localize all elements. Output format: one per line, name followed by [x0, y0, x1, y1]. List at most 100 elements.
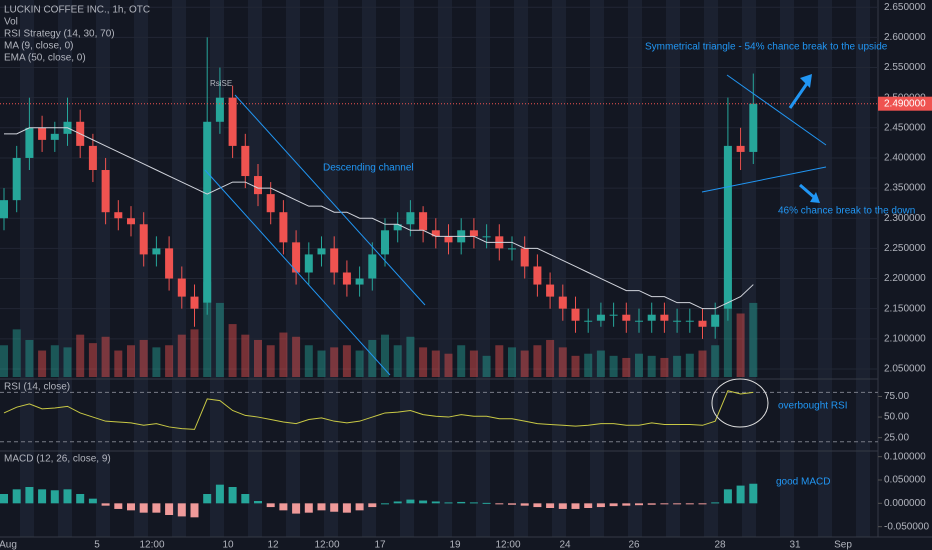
x-tick-label: 12:00 [495, 540, 520, 550]
candle-body [254, 176, 262, 195]
arrow-down [799, 183, 816, 200]
arrow-down-head [810, 192, 820, 203]
volume-bar [38, 350, 47, 377]
macd-bar [127, 503, 135, 511]
x-tick-label: 12:00 [139, 540, 164, 550]
stripe [666, 0, 680, 537]
candle-body [419, 212, 428, 231]
macd-bar [660, 503, 669, 505]
volume-bar [215, 302, 224, 377]
stripe [856, 0, 870, 537]
macd-bar [622, 503, 631, 506]
candle-body [673, 320, 682, 322]
macd-bar [685, 503, 694, 505]
candle-body [381, 230, 389, 255]
volume-bar [723, 271, 732, 377]
x-tick-label: Sep [834, 540, 852, 550]
volume-bar [685, 353, 694, 377]
macd-bar [635, 503, 643, 506]
candle-body [330, 248, 339, 273]
legend-item: MA (9, close, 0) [4, 41, 73, 52]
macd-bar [38, 489, 47, 504]
rsi-tick-label: 75.00 [884, 391, 909, 402]
candle-body [431, 230, 440, 237]
macd-bar [50, 490, 59, 504]
volume-bar [254, 339, 262, 377]
volume-bar [292, 336, 301, 377]
volume-bar [596, 350, 605, 377]
x-tick-label: 5 [94, 540, 100, 550]
candle-body [355, 278, 364, 285]
x-tick-label: 19 [449, 540, 461, 550]
macd-bar [736, 485, 745, 504]
candle-body [698, 320, 707, 327]
volume-bar [584, 353, 593, 377]
stripe [818, 0, 832, 537]
annotation: Descending channel [323, 163, 414, 174]
candle-body [317, 248, 326, 255]
macd-bar [431, 501, 440, 504]
macd-bar [152, 503, 161, 513]
session-stripes [20, 0, 870, 537]
macd-bar [584, 503, 593, 508]
candle-body [215, 97, 224, 122]
volume-bar [190, 329, 199, 377]
stripe [438, 0, 452, 537]
volume-bar [279, 332, 288, 377]
annotation: overbought RSI [778, 401, 848, 412]
candle-body [558, 296, 567, 309]
volume-bar [88, 343, 97, 377]
candle-body [342, 272, 351, 285]
volume-bar [444, 353, 453, 377]
macd-bar [203, 494, 212, 504]
y-tick-label: 2.450000 [884, 122, 926, 133]
macd-tick-label: 0.100000 [884, 451, 926, 462]
macd-bar [419, 500, 428, 504]
y-tick-label: 2.300000 [884, 213, 926, 224]
y-tick-label: 2.200000 [884, 273, 926, 284]
volume-bar [647, 355, 656, 377]
y-tick-label: 2.600000 [884, 32, 926, 43]
candle-body [190, 296, 199, 309]
volume-bar [622, 357, 631, 377]
macd-bar [254, 501, 262, 504]
candle-body [304, 254, 313, 273]
macd-bar [0, 494, 8, 504]
arrow-up-head [800, 74, 812, 88]
volume-bar [63, 347, 72, 377]
macd-bar [596, 503, 605, 508]
candle-body [266, 194, 275, 213]
macd-bar [76, 494, 85, 504]
macd-tick-label: 0.000000 [884, 498, 926, 509]
y-tick-label: 2.150000 [884, 303, 926, 314]
macd-bar [177, 503, 186, 517]
rsi-circle [711, 378, 769, 428]
candle-body [736, 145, 745, 152]
volume-bar [228, 324, 237, 377]
annotation: RsiSE [210, 79, 232, 88]
x-tick-label: 10 [222, 540, 234, 550]
candle-body [50, 133, 59, 140]
macd-bar [330, 503, 339, 512]
x-tick-label: 31 [789, 540, 801, 550]
macd-bar [457, 501, 466, 504]
macd-bar [139, 503, 148, 513]
legend-item: Vol [4, 17, 18, 28]
volume-bar [0, 345, 8, 377]
y-tick-label: 2.650000 [884, 2, 926, 13]
volume-bar [317, 350, 326, 377]
macd-bar [495, 503, 504, 505]
x-tick-label: Aug [0, 540, 17, 550]
candle-body [368, 254, 377, 279]
macd-bar [533, 503, 542, 508]
macd-bar [114, 503, 123, 509]
pane-title: MACD (12, 26, close, 9) [4, 454, 111, 465]
macd-bar [673, 503, 682, 505]
volume-bar [127, 345, 135, 377]
volume-bar [266, 345, 275, 377]
candle-body [546, 284, 555, 297]
volume-bar [546, 339, 555, 377]
candle-body [25, 127, 34, 158]
y-tick-label: 2.350000 [884, 183, 926, 194]
candle-body [609, 314, 618, 316]
